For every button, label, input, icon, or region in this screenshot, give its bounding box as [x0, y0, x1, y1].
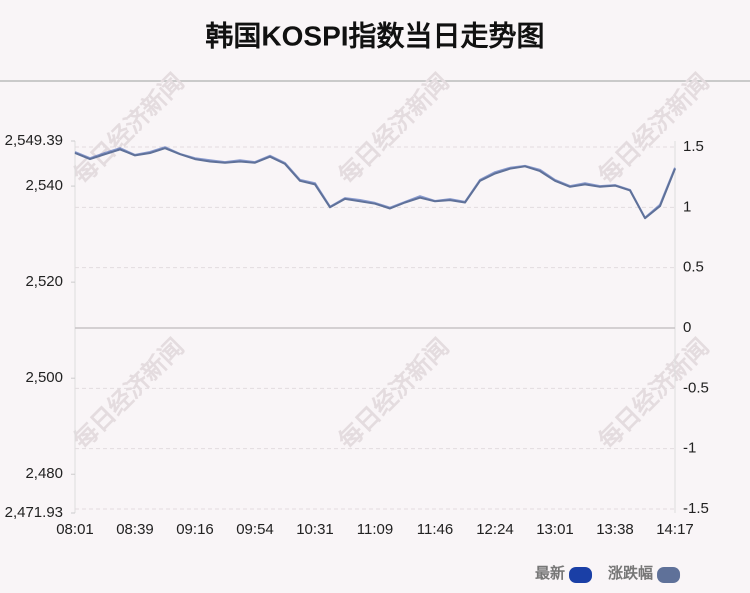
y-tick-label: 2,480 — [25, 465, 63, 482]
x-tick-label: 14:17 — [656, 521, 694, 538]
legend-label: 涨跌幅 — [608, 564, 653, 582]
y2-tick-label: -0.5 — [683, 379, 709, 396]
x-tick-label: 12:24 — [476, 521, 514, 538]
x-tick-label: 09:54 — [236, 521, 274, 538]
x-tick-label: 13:38 — [596, 521, 634, 538]
x-tick-label: 11:46 — [417, 521, 453, 538]
y2-tick-label: 0 — [683, 319, 691, 336]
y-tick-label: 2,471.93 — [5, 504, 63, 521]
x-tick-label: 10:31 — [296, 521, 334, 538]
series-line — [74, 147, 676, 220]
y2-tick-label: 1 — [683, 198, 691, 215]
legend-swatch — [657, 567, 681, 583]
y2-tick-label: -1 — [683, 440, 696, 457]
chart-title: 韩国KOSPI指数当日走势图 — [205, 20, 544, 51]
y2-tick-label: 1.5 — [683, 138, 704, 155]
legend-swatch — [569, 567, 593, 583]
x-tick-label: 08:01 — [56, 521, 94, 538]
y2-tick-label: 0.5 — [683, 259, 704, 276]
x-tick-label: 09:16 — [176, 521, 214, 538]
x-tick-label: 08:39 — [116, 521, 154, 538]
x-tick-label: 13:01 — [536, 521, 574, 538]
y-tick-label: 2,500 — [25, 369, 63, 386]
y-tick-label: 2,520 — [25, 273, 63, 290]
y-tick-label: 2,549.39 — [5, 132, 63, 149]
y-tick-label: 2,540 — [25, 177, 63, 194]
y2-tick-label: -1.5 — [683, 500, 709, 517]
x-tick-label: 11:09 — [357, 521, 393, 538]
legend-label: 最新 — [535, 564, 565, 582]
